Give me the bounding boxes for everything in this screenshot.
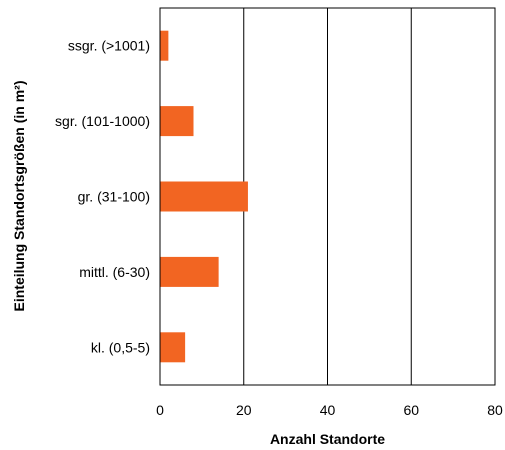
bar [160,30,169,61]
grid-lines [243,8,412,385]
category-label: mittl. (6-30) [79,264,150,280]
y-axis-title: Einteilung Standortsgrößen (in m²) [11,81,27,312]
category-label: kl. (0,5-5) [91,339,150,355]
x-tick-label: 20 [236,402,252,418]
bar [160,106,194,137]
category-label: gr. (31-100) [78,189,150,205]
bar [160,181,248,212]
x-tick-labels: 0 20 40 60 80 [156,402,503,418]
category-label: ssgr. (>1001) [68,38,150,54]
bar [160,256,219,287]
category-label: sgr. (101-1000) [55,113,150,129]
x-tick-label: 0 [156,402,164,418]
x-tick-label: 80 [487,402,503,418]
x-axis-title: Anzahl Standorte [270,431,385,447]
bar [160,332,186,363]
category-labels: ssgr. (>1001) sgr. (101-1000) gr. (31-100)… [55,38,150,356]
x-tick-label: 60 [403,402,419,418]
plot-area-border [159,7,496,386]
bars [160,30,248,363]
x-tick-label: 40 [320,402,336,418]
